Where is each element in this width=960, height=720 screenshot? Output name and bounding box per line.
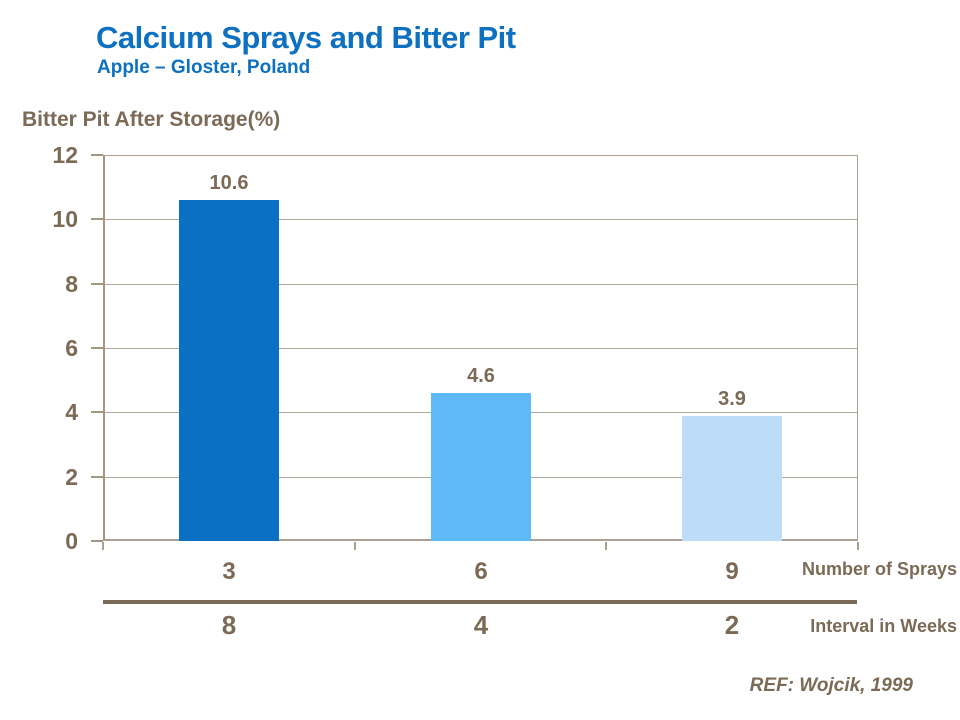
y-tick-label-4: 4 xyxy=(65,399,78,425)
x-tick-mark-0 xyxy=(102,542,104,550)
reference-text: REF: Wojcik, 1999 xyxy=(749,675,913,696)
bar-value-label-6: 4.6 xyxy=(467,365,495,387)
x-tick-mark-2 xyxy=(605,542,607,550)
gridline-10 xyxy=(105,219,857,220)
x-axis-row1-caption: Number of Sprays xyxy=(801,559,957,579)
bar-value-label-3: 10.6 xyxy=(209,172,249,194)
x-category-row2-6: 4 xyxy=(473,610,489,640)
y-tick-mark-12 xyxy=(91,154,103,156)
x-tick-mark-1 xyxy=(354,542,356,550)
x-category-row1-9: 9 xyxy=(725,558,739,585)
page-title: Calcium Sprays and Bitter Pit xyxy=(96,20,516,55)
y-tick-label-12: 12 xyxy=(52,142,78,168)
gridline-6 xyxy=(105,348,857,349)
x-category-row2-9: 2 xyxy=(724,610,740,640)
y-tick-label-2: 2 xyxy=(65,464,78,490)
y-tick-mark-2 xyxy=(91,476,103,478)
y-axis-title: Bitter Pit After Storage(%) xyxy=(22,108,281,131)
page-subtitle: Apple – Gloster, Poland xyxy=(97,57,311,78)
y-tick-label-8: 8 xyxy=(65,271,78,297)
y-tick-mark-4 xyxy=(91,411,103,413)
y-tick-mark-10 xyxy=(91,218,103,220)
y-tick-mark-0 xyxy=(91,540,103,542)
x-axis-row2-caption: Interval in Weeks xyxy=(810,616,957,636)
y-tick-label-10: 10 xyxy=(52,206,78,232)
gridline-8 xyxy=(105,284,857,285)
y-tick-label-6: 6 xyxy=(65,335,78,361)
bar-value-label-9: 3.9 xyxy=(718,388,746,410)
x-category-row2-3: 8 xyxy=(221,610,237,640)
y-tick-mark-8 xyxy=(91,283,103,285)
x-category-row1-6: 6 xyxy=(474,558,488,585)
bar-9 xyxy=(682,416,782,541)
x-category-row1-3: 3 xyxy=(222,558,236,585)
axis-divider-line xyxy=(103,600,857,604)
bar-6 xyxy=(431,393,531,541)
bar-3 xyxy=(179,200,279,541)
y-tick-mark-6 xyxy=(91,347,103,349)
y-tick-label-0: 0 xyxy=(65,528,78,554)
x-tick-mark-3 xyxy=(857,542,859,550)
